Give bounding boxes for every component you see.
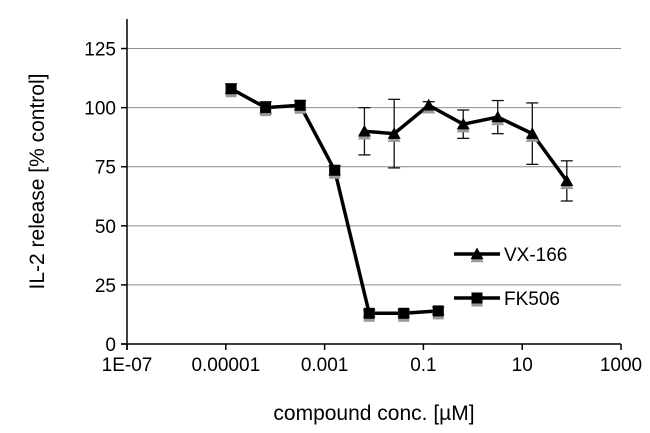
- y-tick-label: 100: [84, 99, 116, 120]
- data-point: [398, 307, 410, 322]
- marker-triangle: [470, 247, 484, 260]
- marker-triangle: [456, 117, 470, 130]
- marker-square: [363, 307, 375, 319]
- x-axis-title: compound conc. [µM]: [273, 402, 474, 425]
- legend: VX-166 FK506: [454, 245, 567, 310]
- series-fk506: [225, 83, 445, 322]
- marker-square: [294, 99, 306, 111]
- y-tick-label: 25: [95, 276, 116, 297]
- legend-label: FK506: [504, 289, 560, 310]
- data-point: [260, 102, 272, 117]
- data-point: [363, 307, 375, 322]
- x-tick-label: 10: [512, 355, 533, 376]
- marker-square: [471, 292, 483, 304]
- x-tick-label: 0.001: [301, 355, 349, 376]
- data-point: [329, 164, 341, 179]
- data-point: [357, 124, 371, 140]
- y-tick-label: 0: [105, 335, 116, 356]
- y-axis-title: IL-2 release [% control]: [26, 74, 49, 290]
- legend-marker: [470, 247, 484, 263]
- axes: 0 25 50 75 100 125 1E-07 0.00001 0.001 0.1 10 1000: [84, 19, 642, 376]
- x-tick-label: 0.1: [410, 355, 436, 376]
- legend-item-vx-166: VX-166: [454, 245, 567, 266]
- marker-triangle: [422, 98, 436, 111]
- data-point: [225, 83, 237, 98]
- marker-square: [432, 305, 444, 317]
- marker-square: [398, 307, 410, 319]
- marker-triangle: [357, 124, 371, 137]
- marker-triangle: [387, 127, 401, 139]
- marker-square: [260, 102, 272, 114]
- data-point: [422, 98, 436, 114]
- data-point: [387, 127, 401, 142]
- marker-square: [225, 83, 237, 95]
- data-point: [525, 127, 539, 142]
- legend-item-fk506: FK506: [454, 289, 560, 310]
- data-point: [432, 305, 444, 320]
- legend-label: VX-166: [504, 245, 567, 266]
- data-point: [456, 117, 470, 133]
- data-point: [294, 99, 306, 114]
- series-vx-166: [357, 98, 574, 202]
- data-point: [491, 110, 505, 126]
- x-tick-label: 1000: [600, 355, 642, 376]
- marker-triangle: [491, 110, 505, 123]
- legend-marker: [471, 292, 483, 307]
- marker-triangle: [560, 174, 574, 187]
- y-tick-label: 75: [95, 158, 116, 179]
- data-point: [560, 174, 574, 190]
- marker-square: [329, 164, 341, 176]
- plot-area: [225, 83, 574, 322]
- x-tick-label: 0.00001: [191, 355, 260, 376]
- marker-triangle: [525, 127, 539, 139]
- gridlines: [127, 48, 621, 286]
- y-tick-label: 125: [84, 40, 116, 61]
- y-tick-label: 50: [95, 217, 116, 238]
- x-tick-label: 1E-07: [102, 355, 153, 376]
